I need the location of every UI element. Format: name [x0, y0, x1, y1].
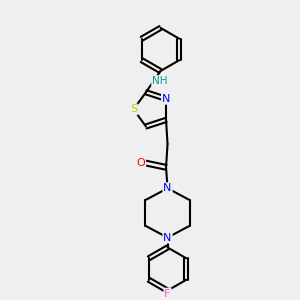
Text: NH: NH [152, 76, 168, 86]
Text: N: N [162, 94, 170, 104]
Text: N: N [164, 183, 172, 193]
Text: O: O [136, 158, 145, 168]
Text: S: S [130, 104, 137, 114]
Text: F: F [164, 289, 171, 298]
Text: N: N [164, 232, 172, 243]
